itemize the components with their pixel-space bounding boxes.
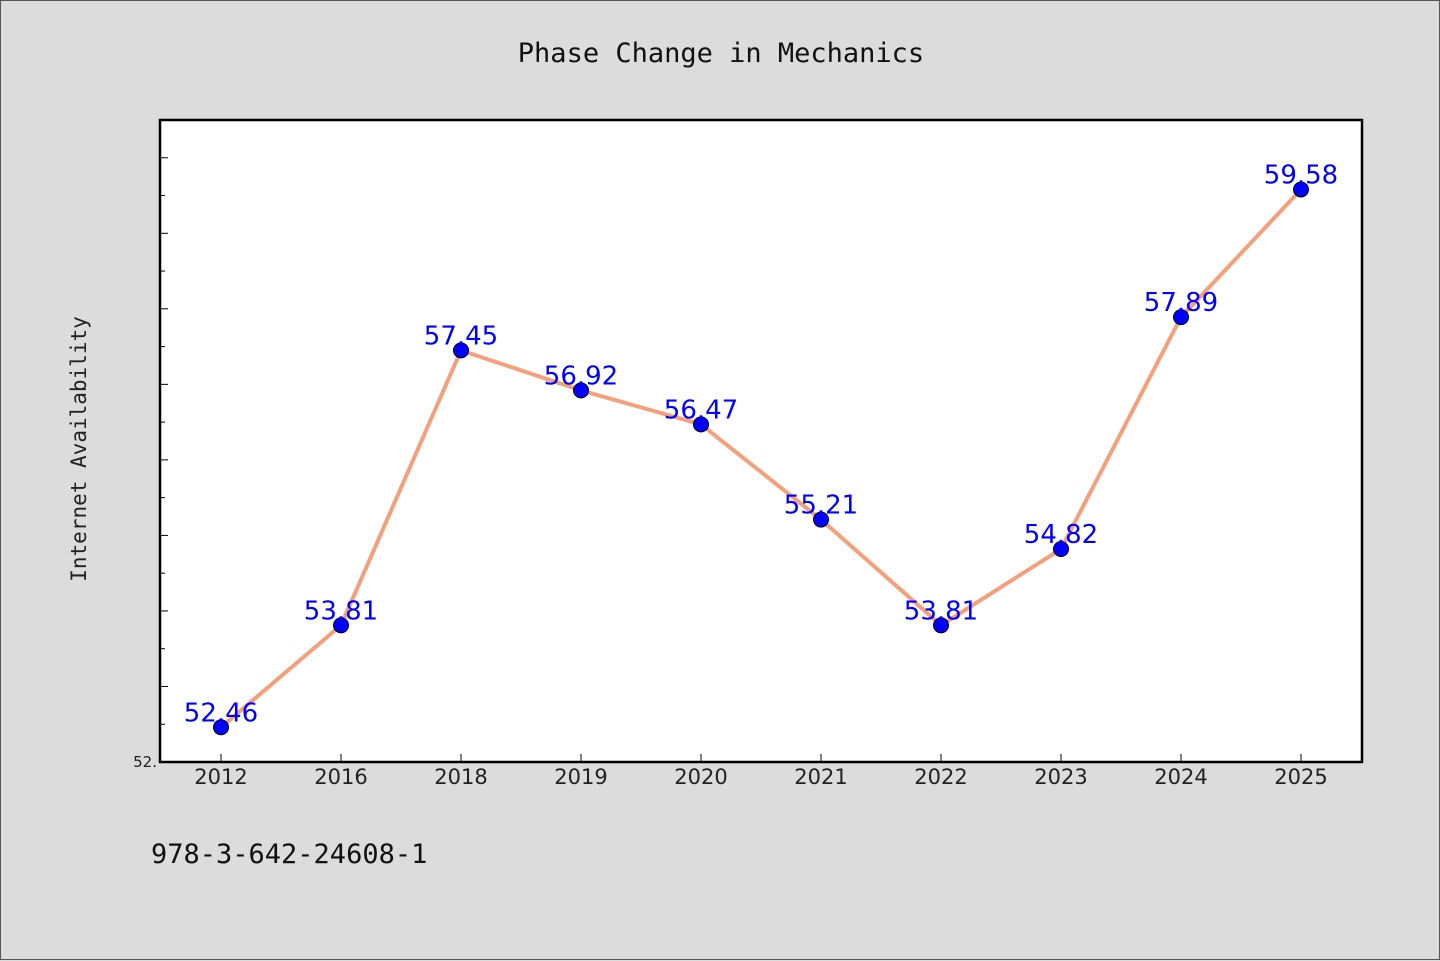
data-label: 57.45 — [424, 321, 498, 351]
y-tick-label: 52. — [133, 753, 157, 771]
x-tick-label: 2025 — [1274, 765, 1327, 789]
data-label: 57.89 — [1144, 288, 1218, 318]
x-tick-label: 2019 — [554, 765, 607, 789]
data-label: 53.81 — [304, 596, 378, 626]
x-axis-ticks: 2012 2016 2018 2019 2020 2021 2022 2023 2024 2025 — [194, 754, 1328, 789]
x-tick-label: 2018 — [434, 765, 487, 789]
data-label: 52.46 — [184, 698, 258, 728]
x-tick-label: 2023 — [1034, 765, 1087, 789]
data-label: 54.82 — [1024, 520, 1098, 550]
y-axis-label: Internet Availability — [67, 316, 91, 582]
data-point — [1173, 309, 1189, 326]
x-tick-label: 2021 — [794, 765, 847, 789]
x-tick-label: 2022 — [914, 765, 967, 789]
data-point — [213, 719, 229, 736]
x-tick-label: 2024 — [1154, 765, 1207, 789]
x-tick-label: 2016 — [314, 765, 367, 789]
data-point — [813, 511, 829, 528]
series-line — [219, 187, 1303, 730]
plot-area — [158, 118, 1364, 764]
footer-code: 978-3-642-24608-1 — [151, 839, 427, 870]
x-tick-label: 2020 — [674, 765, 727, 789]
data-label: 56.47 — [664, 395, 738, 425]
data-point — [1293, 181, 1309, 198]
x-tick-label: 2012 — [194, 765, 247, 789]
data-point — [693, 416, 709, 433]
y-axis-ticks: 52. — [133, 119, 168, 771]
data-label: 59.58 — [1264, 160, 1338, 190]
data-label: 53.81 — [904, 596, 978, 626]
data-label: 56.92 — [544, 361, 618, 391]
data-point — [1053, 541, 1069, 558]
data-point — [333, 617, 349, 634]
data-point — [453, 342, 469, 359]
data-label: 55.21 — [784, 491, 858, 521]
data-point — [573, 382, 589, 399]
series-group: 52.46 53.81 57.45 56.92 56.47 55.21 53.81 54.82… — [184, 160, 1338, 736]
chart-title: Phase Change in Mechanics — [518, 38, 924, 69]
data-point — [933, 617, 949, 634]
